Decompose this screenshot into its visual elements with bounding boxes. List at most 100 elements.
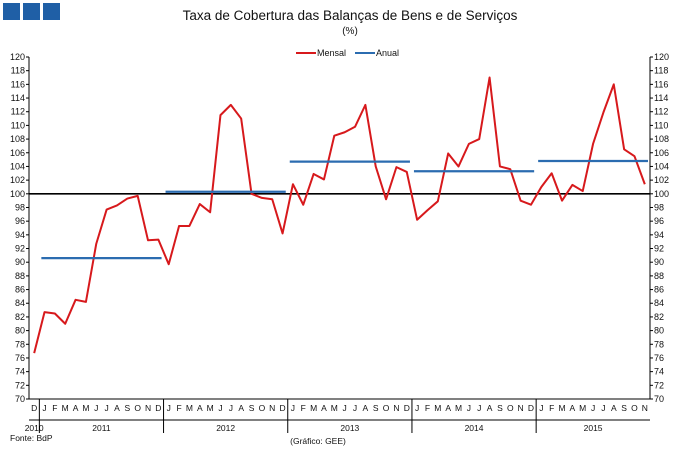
y-tick-label: 84 <box>15 298 25 308</box>
y-tick-label-right: 114 <box>654 93 668 103</box>
y-tick-label: 82 <box>15 312 25 322</box>
month-tick-label: S <box>373 403 379 413</box>
month-tick-label: N <box>642 403 648 413</box>
y-tick-label-right: 102 <box>654 175 669 185</box>
month-tick-label: M <box>310 403 317 413</box>
y-tick-label: 112 <box>11 107 25 117</box>
y-tick-label: 110 <box>11 120 25 130</box>
chart-title: Taxa de Cobertura das Balanças de Bens e… <box>183 8 518 23</box>
month-tick-label: M <box>558 403 565 413</box>
y-tick-label-right: 116 <box>654 79 668 89</box>
month-tick-label: O <box>259 403 266 413</box>
credit-note: (Gráfico: GEE) <box>290 436 346 446</box>
month-tick-label: A <box>114 403 120 413</box>
month-tick-label: F <box>301 403 306 413</box>
month-tick-label: J <box>291 403 295 413</box>
brand-block <box>3 3 20 20</box>
month-tick-label: J <box>601 403 605 413</box>
y-tick-label: 108 <box>10 134 25 144</box>
y-tick-label-right: 118 <box>654 66 668 76</box>
month-tick-label: S <box>621 403 627 413</box>
y-tick-label-right: 104 <box>654 161 669 171</box>
month-tick-label: J <box>105 403 109 413</box>
y-axis-right: 70 72 74 76 78 80 82 84 86 88 90 92 94 96 98 100 102 104 1… <box>650 52 669 404</box>
y-tick-label: 70 <box>15 394 25 404</box>
month-tick-label: J <box>477 403 481 413</box>
year-label: 2010 <box>25 423 44 433</box>
month-tick-label: A <box>487 403 493 413</box>
y-tick-label-right: 100 <box>654 189 669 199</box>
y-tick-label-right: 74 <box>654 367 664 377</box>
series-line-mensal <box>33 76 646 354</box>
y-tick-label-right: 96 <box>654 216 664 226</box>
month-tick-label: J <box>415 403 419 413</box>
month-tick-label: J <box>42 403 46 413</box>
month-tick-label: A <box>363 403 369 413</box>
y-tick-label: 74 <box>15 367 25 377</box>
month-tick-label: D <box>155 403 161 413</box>
y-tick-label: 114 <box>11 93 25 103</box>
month-tick-label: F <box>549 403 554 413</box>
month-tick-label: M <box>186 403 193 413</box>
month-tick-label: N <box>518 403 524 413</box>
month-tick-label: M <box>455 403 462 413</box>
y-tick-label-right: 120 <box>654 52 669 62</box>
y-tick-label-right: 78 <box>654 339 664 349</box>
chart-subtitle: (%) <box>342 26 358 37</box>
axes <box>28 57 651 421</box>
month-tick-label: J <box>343 403 347 413</box>
month-tick-label: M <box>62 403 69 413</box>
month-tick-label: A <box>611 403 617 413</box>
legend-label-anual: Anual <box>376 48 399 58</box>
y-tick-label-right: 110 <box>654 120 668 130</box>
series-layer <box>33 76 648 354</box>
legend-label-mensal: Mensal <box>317 48 346 58</box>
y-tick-label-right: 108 <box>654 134 669 144</box>
y-tick-label-right: 76 <box>654 353 664 363</box>
month-tick-label: M <box>82 403 89 413</box>
y-tick-label: 100 <box>10 189 25 199</box>
brand-blocks <box>3 3 60 20</box>
chart-legend: Mensal Anual <box>296 48 399 58</box>
month-tick-label: A <box>321 403 327 413</box>
y-axis-left: 70 72 74 76 78 80 82 84 86 88 90 92 94 96 98 100 102 104 1… <box>10 52 29 404</box>
y-tick-label-right: 98 <box>654 202 664 212</box>
month-tick-label: N <box>145 403 151 413</box>
month-tick-label: A <box>238 403 244 413</box>
month-tick-label: A <box>570 403 576 413</box>
month-tick-label: F <box>425 403 430 413</box>
y-tick-label: 102 <box>10 175 25 185</box>
y-tick-label: 76 <box>15 353 25 363</box>
year-label: 2012 <box>216 423 235 433</box>
month-tick-label: O <box>507 403 514 413</box>
month-tick-label: F <box>52 403 57 413</box>
month-tick-label: J <box>591 403 595 413</box>
month-tick-label: S <box>249 403 255 413</box>
y-tick-label: 90 <box>15 257 25 267</box>
y-tick-label: 106 <box>10 148 25 158</box>
y-tick-label-right: 86 <box>654 285 664 295</box>
year-label: 2013 <box>340 423 359 433</box>
month-tick-label: O <box>134 403 141 413</box>
y-tick-label: 92 <box>15 244 25 254</box>
y-tick-label-right: 80 <box>654 326 664 336</box>
month-tick-label: J <box>353 403 357 413</box>
y-tick-label-right: 82 <box>654 312 664 322</box>
month-tick-label: D <box>404 403 410 413</box>
y-tick-label: 104 <box>10 161 25 171</box>
month-tick-label: J <box>229 403 233 413</box>
y-tick-label-right: 88 <box>654 271 664 281</box>
y-tick-label: 86 <box>15 285 25 295</box>
month-tick-label: O <box>383 403 390 413</box>
y-tick-label: 78 <box>15 339 25 349</box>
y-tick-label-right: 72 <box>654 380 664 390</box>
y-tick-label: 120 <box>10 52 25 62</box>
y-tick-label: 72 <box>15 380 25 390</box>
source-note: Fonte: BdP <box>10 433 53 443</box>
month-tick-label: S <box>497 403 503 413</box>
month-tick-label: J <box>467 403 471 413</box>
y-tick-label: 80 <box>15 326 25 336</box>
y-tick-label: 116 <box>11 79 25 89</box>
